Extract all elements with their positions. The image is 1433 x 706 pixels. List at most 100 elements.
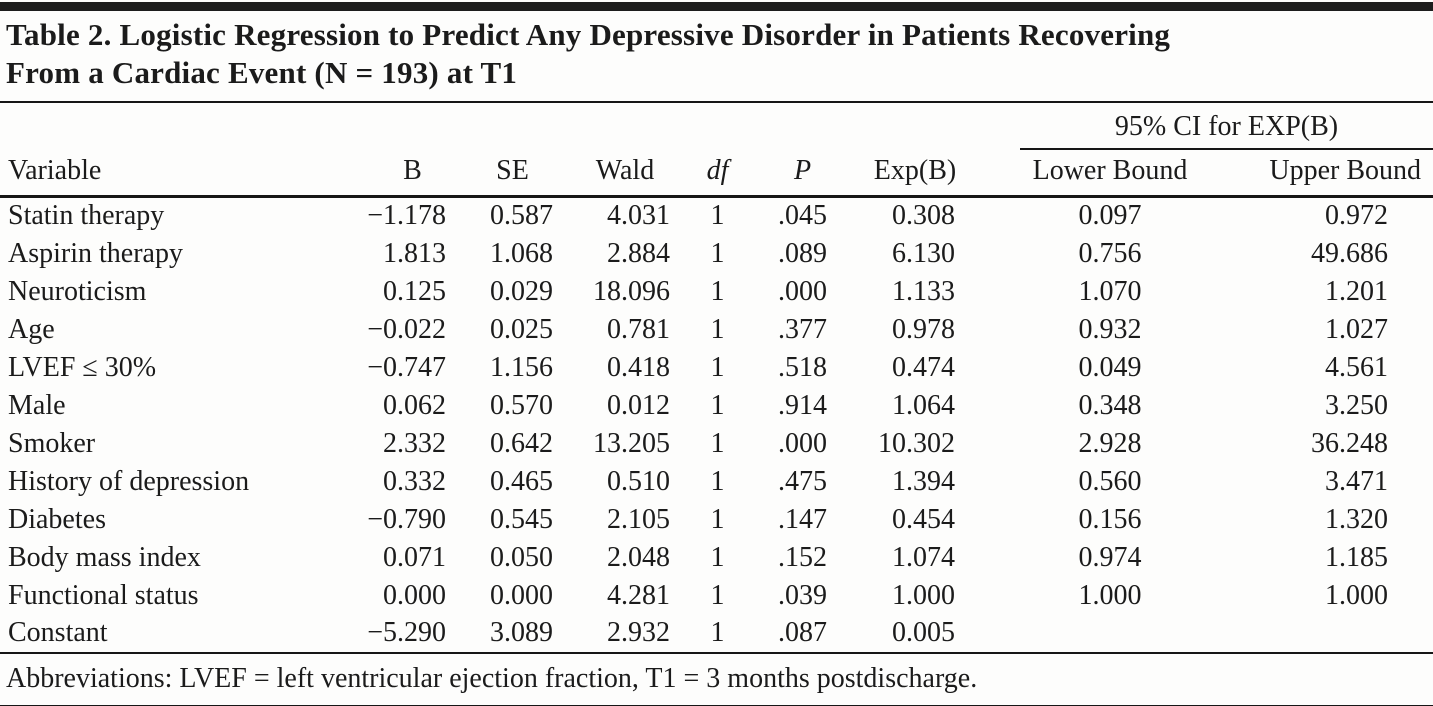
- cell-upper: 1.000: [1325, 579, 1389, 611]
- cell-wald: 0.510: [607, 465, 670, 497]
- col-header-p: P: [750, 150, 855, 198]
- cell-variable: Body mass index: [8, 541, 201, 573]
- table-row: Neuroticism 0.125 0.029 18.096 1 .000 1.133 1.0…: [0, 273, 1433, 311]
- cell-lower: 1.070: [1078, 275, 1142, 307]
- cell-se: 0.465: [490, 465, 553, 497]
- cell-exp_b: 1.064: [892, 389, 955, 421]
- cell-se: 0.029: [490, 275, 553, 307]
- col-header-wald: Wald: [565, 150, 685, 198]
- cell-lower: 0.974: [1078, 541, 1142, 573]
- cell-wald: 2.884: [607, 237, 670, 269]
- cell-wald: 13.205: [593, 427, 670, 459]
- table-row: Age −0.022 0.025 0.781 1 .377 0.978 0.932 1.027: [0, 311, 1433, 349]
- cell-p: .089: [778, 237, 827, 269]
- cell-p: .914: [778, 389, 827, 421]
- cell-se: 0.000: [490, 579, 553, 611]
- cell-lower: 0.156: [1078, 503, 1142, 535]
- cell-exp_b: 0.308: [892, 200, 955, 232]
- cell-p: .045: [778, 200, 827, 232]
- table-row: Statin therapy −1.178 0.587 4.031 1 .045 0.308…: [0, 197, 1433, 235]
- table-row: Constant −5.290 3.089 2.932 1 .087 0.005: [0, 615, 1433, 653]
- table-row: Male 0.062 0.570 0.012 1 .914 1.064 0.348 3.250: [0, 387, 1433, 425]
- cell-variable: Aspirin therapy: [8, 237, 183, 269]
- cell-df: 1: [710, 541, 725, 573]
- cell-exp_b: 1.074: [892, 541, 955, 573]
- cell-b: 1.813: [383, 237, 446, 269]
- cell-p: .000: [778, 427, 827, 459]
- col-header-variable: Variable: [0, 150, 365, 198]
- cell-df: 1: [710, 237, 725, 269]
- cell-lower: 1.000: [1078, 579, 1142, 611]
- cell-exp_b: 0.005: [892, 617, 955, 648]
- cell-upper: 0.972: [1325, 200, 1389, 232]
- cell-df: 1: [710, 275, 725, 307]
- cell-wald: 2.932: [607, 617, 670, 648]
- top-rule-bar: [0, 2, 1433, 11]
- cell-variable: Statin therapy: [8, 200, 165, 232]
- cell-se: 1.156: [490, 351, 553, 383]
- cell-se: 0.642: [490, 427, 553, 459]
- cell-df: 1: [710, 579, 725, 611]
- cell-upper: [1245, 615, 1433, 653]
- table-title-line2: From a Cardiac Event (N = 193) at T1: [6, 55, 518, 90]
- table-row: Functional status 0.000 0.000 4.281 1 .039 1.0…: [0, 577, 1433, 615]
- cell-lower: 0.097: [1078, 200, 1142, 232]
- cell-b: 0.000: [383, 579, 446, 611]
- cell-upper: 3.250: [1325, 389, 1389, 421]
- cell-wald: 4.281: [607, 579, 670, 611]
- table-row: History of depression 0.332 0.465 0.510 1 .47…: [0, 463, 1433, 501]
- cell-upper: 3.471: [1325, 465, 1389, 497]
- cell-variable: Functional status: [8, 579, 199, 611]
- cell-exp_b: 1.133: [892, 275, 955, 307]
- table-title: Table 2. Logistic Regression to Predict …: [0, 11, 1433, 103]
- cell-lower: 0.049: [1078, 351, 1142, 383]
- footnote: Abbreviations: LVEF = left ventricular e…: [0, 654, 1433, 706]
- cell-upper: 49.686: [1311, 237, 1389, 269]
- col-header-upper-bound: Upper Bound: [1245, 150, 1433, 198]
- cell-variable: LVEF ≤ 30%: [8, 351, 157, 383]
- cell-variable: Age: [8, 313, 55, 345]
- cell-se: 0.025: [490, 313, 553, 345]
- table-body: Statin therapy −1.178 0.587 4.031 1 .045 0.308…: [0, 197, 1433, 653]
- cell-variable: Male: [8, 389, 66, 421]
- cell-df: 1: [710, 200, 725, 232]
- cell-wald: 18.096: [593, 275, 670, 307]
- cell-upper: 1.320: [1325, 503, 1389, 535]
- cell-variable: Neuroticism: [8, 275, 147, 307]
- cell-se: 0.570: [490, 389, 553, 421]
- cell-p: .000: [778, 275, 827, 307]
- cell-wald: 0.781: [607, 313, 670, 345]
- cell-df: 1: [710, 313, 725, 345]
- col-header-df: df: [685, 150, 750, 198]
- cell-b: 0.071: [383, 541, 446, 573]
- cell-lower: [975, 615, 1245, 653]
- cell-b: 0.332: [383, 465, 446, 497]
- ci-spanner-row: 95% CI for EXP(B): [0, 103, 1433, 150]
- cell-se: 0.587: [490, 200, 553, 232]
- cell-exp_b: 1.394: [892, 465, 955, 497]
- cell-b: −1.178: [367, 200, 446, 232]
- col-header-lower-bound: Lower Bound: [975, 150, 1245, 198]
- cell-se: 1.068: [490, 237, 553, 269]
- cell-exp_b: 0.474: [892, 351, 955, 383]
- cell-b: 0.125: [383, 275, 446, 307]
- cell-upper: 1.027: [1325, 313, 1389, 345]
- cell-exp_b: 0.978: [892, 313, 955, 345]
- cell-df: 1: [710, 503, 725, 535]
- cell-p: .147: [778, 503, 827, 535]
- regression-table: 95% CI for EXP(B) Variable B SE Wald df …: [0, 103, 1433, 654]
- cell-se: 3.089: [490, 617, 553, 648]
- cell-p: .152: [778, 541, 827, 573]
- cell-exp_b: 1.000: [892, 579, 955, 611]
- cell-variable: Diabetes: [8, 503, 106, 535]
- table-row: Diabetes −0.790 0.545 2.105 1 .147 0.454 0.156 1…: [0, 501, 1433, 539]
- cell-wald: 0.012: [607, 389, 670, 421]
- cell-exp_b: 6.130: [892, 237, 955, 269]
- cell-df: 1: [710, 465, 725, 497]
- column-header-row: Variable B SE Wald df P Exp(B) Lower Bou…: [0, 150, 1433, 198]
- cell-p: .087: [778, 617, 827, 648]
- cell-df: 1: [710, 617, 725, 648]
- cell-exp_b: 0.454: [892, 503, 955, 535]
- cell-se: 0.545: [490, 503, 553, 535]
- cell-p: .518: [778, 351, 827, 383]
